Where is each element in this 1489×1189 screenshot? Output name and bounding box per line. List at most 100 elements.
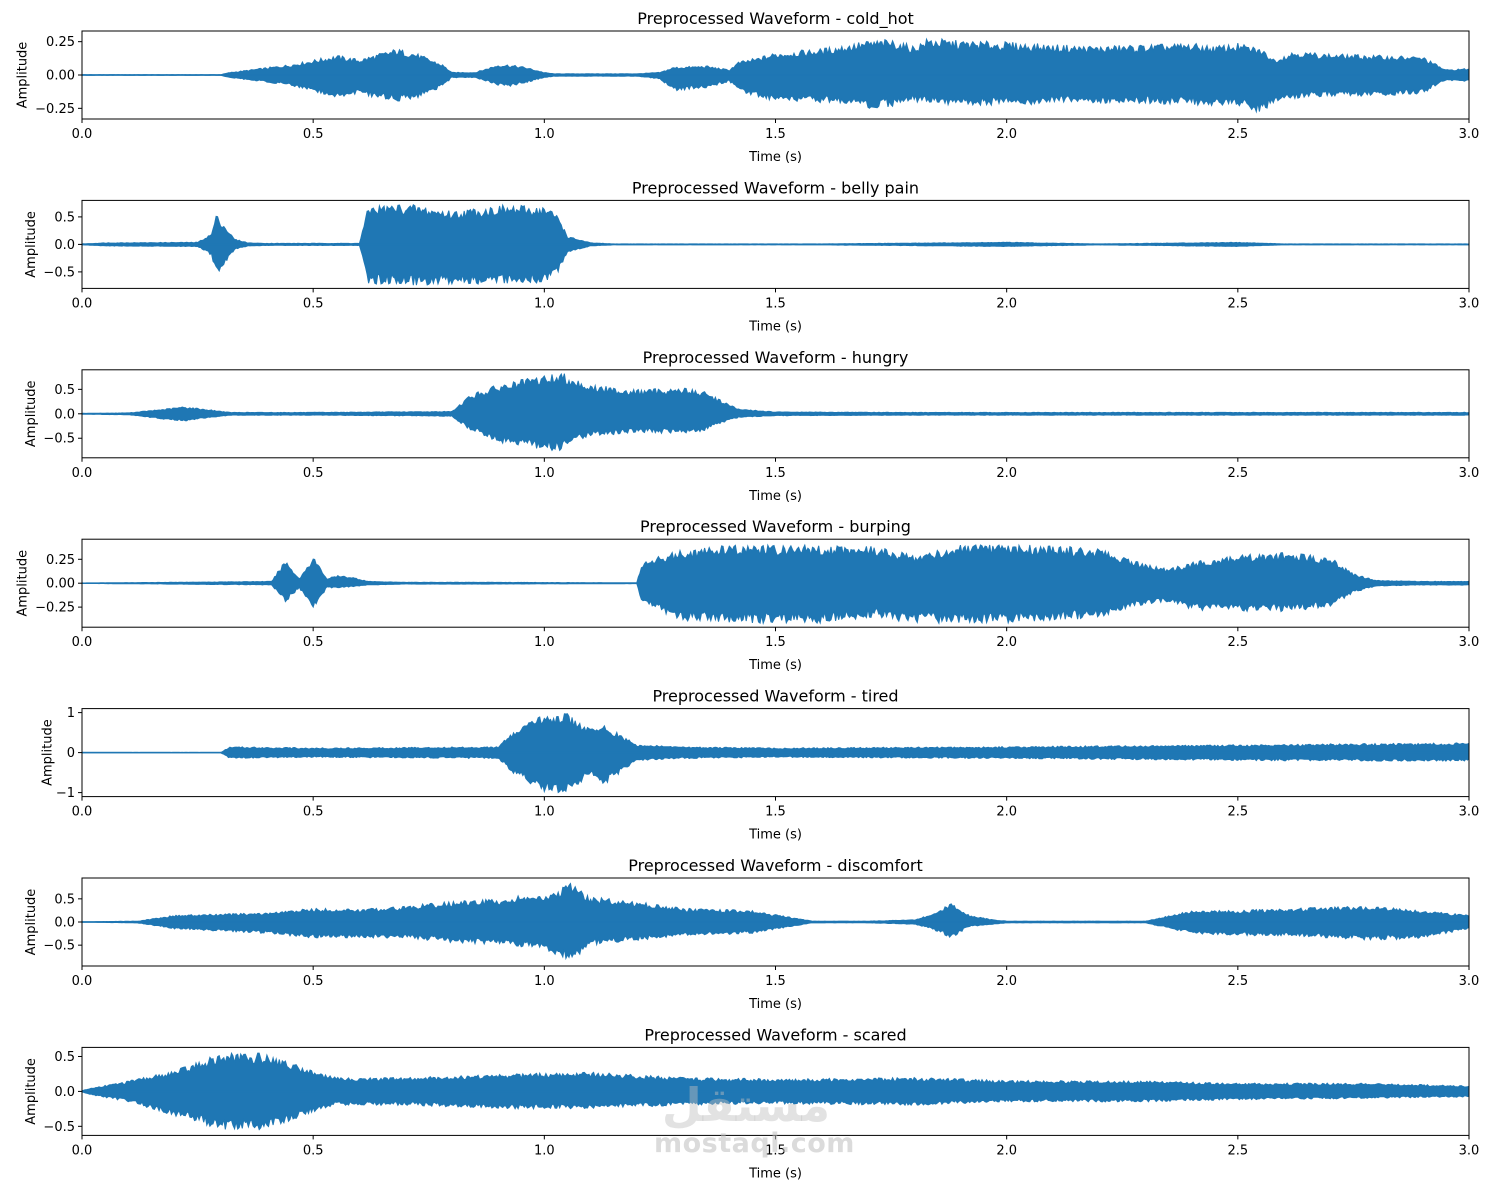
x-tick-label: 1.5 <box>765 635 786 650</box>
x-tick-label: 1.0 <box>534 127 555 142</box>
x-tick-label: 0.5 <box>303 635 324 650</box>
x-tick-label: 1.5 <box>765 127 786 142</box>
subplot-title: Preprocessed Waveform - discomfort <box>628 856 923 875</box>
x-tick-label: 1.0 <box>534 296 555 311</box>
subplot-2: 0.0 0.5 1.0 1.5 2.0 2.5 3.0 −0.5 0.0 0.5 Preproces… <box>24 178 1480 334</box>
y-tick-label: 1 <box>67 706 75 721</box>
x-tick-label: 2.5 <box>1227 466 1248 481</box>
x-axis-label: Time (s) <box>748 489 802 504</box>
x-tick-label: 0.5 <box>303 1143 324 1158</box>
y-tick-label: 0.25 <box>46 553 75 568</box>
y-axis-label: Amplitude <box>24 211 39 278</box>
y-tick-label: 0.5 <box>54 892 75 907</box>
waveform-trace <box>82 882 1469 961</box>
x-tick-label: 2.0 <box>996 635 1017 650</box>
y-tick-label: 0 <box>67 746 75 761</box>
x-tick-label: 0.0 <box>72 466 93 481</box>
y-axis-label: Amplitude <box>24 380 39 447</box>
y-tick-label: −0.5 <box>43 265 75 280</box>
x-tick-label: 1.5 <box>765 805 786 820</box>
y-tick-label: −0.5 <box>43 1120 75 1135</box>
x-tick-label: 2.5 <box>1227 1143 1248 1158</box>
x-tick-label: 1.0 <box>534 466 555 481</box>
y-tick-label: −0.25 <box>35 102 75 117</box>
y-tick-label: 0.0 <box>54 1085 75 1100</box>
subplot-title: Preprocessed Waveform - tired <box>652 687 898 706</box>
x-tick-label: 0.5 <box>303 296 324 311</box>
subplot-title: Preprocessed Waveform - belly pain <box>632 178 919 197</box>
y-tick-label: 0.5 <box>54 383 75 398</box>
y-tick-label: 0.0 <box>54 916 75 931</box>
waveform-trace <box>82 543 1469 625</box>
x-tick-label: 1.5 <box>765 296 786 311</box>
x-tick-label: 0.5 <box>303 974 324 989</box>
subplot-title: Preprocessed Waveform - hungry <box>643 348 909 367</box>
subplot-1: 0.0 0.5 1.0 1.5 2.0 2.5 3.0 −0.25 0.00 0.25 Prepro… <box>16 9 1480 165</box>
x-tick-label: 1.0 <box>534 974 555 989</box>
y-tick-label: −1 <box>56 786 75 801</box>
y-axis-label: Amplitude <box>16 550 31 617</box>
x-tick-label: 2.5 <box>1227 805 1248 820</box>
x-axis-label: Time (s) <box>748 319 802 334</box>
x-tick-label: 0.5 <box>303 805 324 820</box>
x-axis-label: Time (s) <box>748 658 802 673</box>
y-tick-label: 0.0 <box>54 407 75 422</box>
x-tick-label: 0.0 <box>72 296 93 311</box>
x-axis-label: Time (s) <box>748 828 802 843</box>
y-tick-label: 0.00 <box>46 577 75 592</box>
y-axis-label: Amplitude <box>40 719 55 786</box>
x-axis-label: Time (s) <box>748 997 802 1012</box>
y-tick-label: −0.25 <box>35 601 75 616</box>
subplot-3: 0.0 0.5 1.0 1.5 2.0 2.5 3.0 −0.5 0.0 0.5 Preproces… <box>24 348 1480 504</box>
y-axis-label: Amplitude <box>24 1058 39 1125</box>
subplot-title: Preprocessed Waveform - cold_hot <box>637 9 914 29</box>
x-tick-label: 3.0 <box>1459 1143 1480 1158</box>
x-tick-label: 2.0 <box>996 974 1017 989</box>
x-tick-label: 3.0 <box>1459 466 1480 481</box>
x-axis-label: Time (s) <box>748 1166 802 1181</box>
x-tick-label: 2.0 <box>996 1143 1017 1158</box>
x-tick-label: 1.5 <box>765 1143 786 1158</box>
x-tick-label: 0.0 <box>72 1143 93 1158</box>
x-tick-label: 1.0 <box>534 635 555 650</box>
x-tick-label: 1.5 <box>765 974 786 989</box>
x-tick-label: 2.5 <box>1227 127 1248 142</box>
subplot-title: Preprocessed Waveform - burping <box>640 517 911 536</box>
y-axis-label: Amplitude <box>24 889 39 956</box>
subplot-5: 0.0 0.5 1.0 1.5 2.0 2.5 3.0 −1 0 1 Preprocessed Wa… <box>40 687 1479 843</box>
subplot-6: 0.0 0.5 1.0 1.5 2.0 2.5 3.0 −0.5 0.0 0.5 Preproces… <box>24 856 1480 1012</box>
subplot-4: 0.0 0.5 1.0 1.5 2.0 2.5 3.0 −0.25 0.00 0.25 Prepro… <box>16 517 1480 673</box>
x-tick-label: 2.0 <box>996 805 1017 820</box>
x-tick-label: 2.0 <box>996 466 1017 481</box>
x-tick-label: 1.5 <box>765 466 786 481</box>
x-tick-label: 2.5 <box>1227 635 1248 650</box>
x-tick-label: 1.0 <box>534 1143 555 1158</box>
x-tick-label: 3.0 <box>1459 805 1480 820</box>
y-tick-label: −0.5 <box>43 432 75 447</box>
x-tick-label: 2.0 <box>996 127 1017 142</box>
x-tick-label: 2.0 <box>996 296 1017 311</box>
x-tick-label: 3.0 <box>1459 635 1480 650</box>
x-tick-label: 1.0 <box>534 805 555 820</box>
y-tick-label: 0.25 <box>46 35 75 50</box>
x-tick-label: 2.5 <box>1227 974 1248 989</box>
y-tick-label: −0.5 <box>43 939 75 954</box>
y-tick-label: 0.0 <box>54 238 75 253</box>
x-axis-label: Time (s) <box>748 150 802 165</box>
x-tick-label: 0.0 <box>72 805 93 820</box>
x-tick-label: 3.0 <box>1459 296 1480 311</box>
x-tick-label: 0.0 <box>72 974 93 989</box>
subplot-title: Preprocessed Waveform - scared <box>644 1025 906 1044</box>
x-tick-label: 3.0 <box>1459 127 1480 142</box>
y-tick-label: 0.00 <box>46 69 75 84</box>
waveform-trace <box>82 372 1469 452</box>
y-tick-label: 0.5 <box>54 210 75 225</box>
x-tick-label: 0.5 <box>303 127 324 142</box>
x-tick-label: 3.0 <box>1459 974 1480 989</box>
y-tick-label: 0.5 <box>54 1050 75 1065</box>
waveform-trace <box>82 203 1469 286</box>
subplot-7: 0.0 0.5 1.0 1.5 2.0 2.5 3.0 −0.5 0.0 0.5 Preproces… <box>24 1025 1480 1181</box>
x-tick-label: 0.0 <box>72 127 93 142</box>
y-axis-label: Amplitude <box>16 42 31 109</box>
